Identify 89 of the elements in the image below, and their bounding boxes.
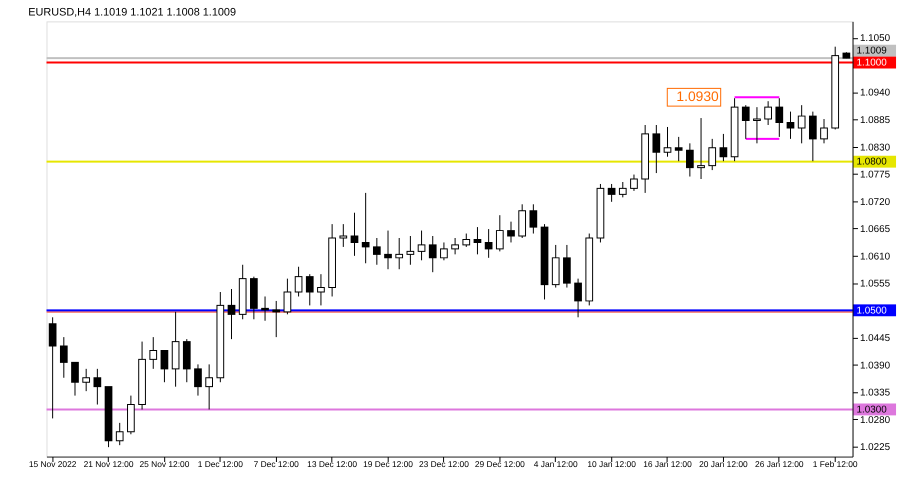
candlestick [317, 274, 325, 306]
candlestick [428, 236, 437, 273]
x-tick-label: 13 Dec 12:00 [307, 458, 358, 469]
candlestick [272, 300, 280, 338]
candlestick [664, 126, 672, 158]
y-tick-label: 1.0225 [860, 442, 891, 454]
y-tick-label: 1.0390 [860, 360, 891, 372]
x-tick-label: 21 Nov 12:00 [84, 458, 134, 469]
y-tick-label: 1.0610 [860, 251, 891, 262]
y-tick-label: 1.0555 [860, 278, 891, 290]
x-tick-label: 16 Jan 12:00 [643, 458, 692, 469]
ref-line-label: 1.0300 [856, 404, 888, 416]
candlestick [753, 106, 761, 144]
candlestick [462, 233, 470, 248]
candlestick [674, 136, 683, 162]
candlestick [652, 124, 660, 174]
y-tick-label: 1.0775 [860, 170, 891, 181]
candlestick [474, 226, 482, 255]
candlestick [194, 364, 202, 396]
candlestick [820, 118, 828, 144]
candlestick [93, 368, 102, 406]
candlestick [48, 316, 56, 419]
candlestick [82, 368, 90, 392]
candlestick [149, 336, 158, 370]
y-tick-label: 1.0830 [860, 142, 891, 154]
y-tick-label: 1.1050 [860, 33, 891, 44]
candlestick [160, 350, 168, 383]
y-tick-label: 1.0665 [860, 224, 891, 236]
candlestick [284, 278, 292, 315]
candlestick [406, 236, 414, 266]
candlestick [372, 237, 381, 266]
candlestick [395, 237, 404, 270]
x-tick-label: 1 Feb 12:00 [812, 458, 858, 469]
x-tick-label: 19 Dec 12:00 [363, 458, 414, 469]
candlestick [261, 296, 269, 322]
candlestick [786, 111, 794, 140]
ref-line-label: 1.1009 [856, 46, 888, 57]
x-tick-label: 20 Jan 12:00 [699, 458, 748, 469]
candlestick [720, 133, 728, 162]
candlestick [350, 212, 358, 256]
annotation: 1.0930 [676, 88, 720, 104]
candlestick [574, 278, 582, 318]
y-tick-label: 1.0280 [860, 414, 891, 426]
candlestick [808, 111, 817, 162]
x-tick-label: 7 Dec 12:00 [254, 458, 300, 469]
candlestick [294, 266, 302, 297]
candlestick [608, 183, 616, 202]
candlestick [362, 192, 370, 264]
candlestick [507, 221, 515, 243]
candlestick [418, 230, 426, 261]
candlestick [440, 242, 448, 261]
candlestick [697, 118, 705, 180]
candlestick [630, 174, 638, 192]
candlestick [798, 104, 806, 144]
candlestick [384, 230, 392, 270]
y-tick-label: 1.0885 [860, 115, 891, 126]
ref-line-label: 1.0800 [856, 156, 888, 168]
y-tick-label: 1.0445 [860, 333, 891, 344]
candlestick [496, 214, 504, 252]
y-tick-label: 1.0940 [860, 88, 891, 99]
x-tick-label: 29 Dec 12:00 [474, 458, 526, 469]
candlestick [686, 142, 694, 178]
chart-title: EURUSD,H4 1.1019 1.1021 1.1008 1.1009 [28, 6, 236, 18]
y-tick-label: 1.0720 [860, 196, 891, 208]
candlestick [60, 336, 68, 378]
candlestick [228, 288, 236, 340]
x-tick-label: 25 Nov 12:00 [139, 458, 190, 469]
x-tick-label: 26 Jan 12:00 [755, 458, 804, 469]
candlestick [618, 181, 627, 198]
x-tick-label: 15 Nov 2022 [28, 458, 77, 469]
candlestick [742, 104, 750, 140]
candlestick [708, 138, 716, 171]
candlestick [71, 362, 79, 396]
candlestick [775, 98, 784, 138]
ref-line-label: 1.1000 [856, 58, 888, 69]
candlestick [205, 364, 213, 410]
ref-line-label: 1.0500 [856, 305, 888, 316]
candlestick [306, 274, 314, 306]
x-tick-label: 10 Jan 12:00 [587, 458, 636, 469]
candlestick [764, 100, 772, 126]
candlestick [530, 204, 538, 234]
x-tick-label: 1 Dec 12:00 [198, 458, 244, 469]
x-tick-label: 23 Dec 12:00 [418, 458, 470, 469]
candlestick [451, 237, 459, 255]
x-tick-label: 4 Jan 12:00 [534, 458, 578, 469]
candlestick [116, 422, 124, 446]
y-tick-label: 1.0335 [860, 388, 891, 399]
candlestick [339, 224, 348, 248]
candlestick [484, 228, 492, 258]
